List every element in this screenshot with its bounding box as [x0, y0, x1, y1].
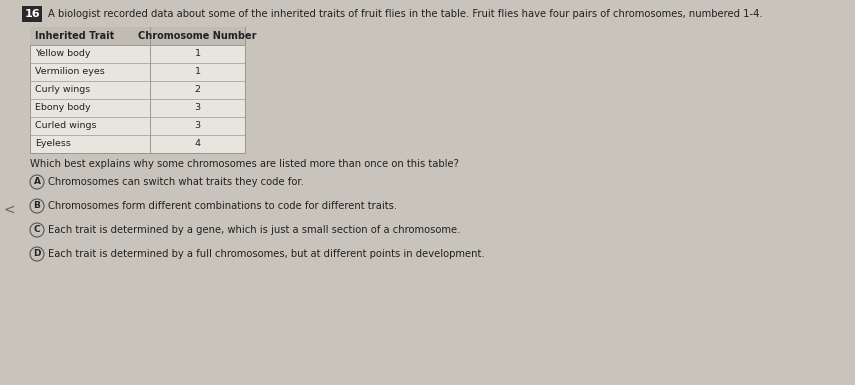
Bar — [30, 27, 245, 153]
Text: 3: 3 — [194, 104, 201, 112]
Text: 1: 1 — [194, 67, 201, 77]
Bar — [22, 6, 42, 22]
Text: Each trait is determined by a gene, which is just a small section of a chromosom: Each trait is determined by a gene, whic… — [48, 225, 460, 235]
Text: B: B — [33, 201, 40, 211]
Text: 1: 1 — [194, 50, 201, 59]
Text: Ebony body: Ebony body — [35, 104, 91, 112]
Text: Chromosome Number: Chromosome Number — [139, 31, 256, 41]
Text: Which best explains why some chromosomes are listed more than once on this table: Which best explains why some chromosomes… — [30, 159, 459, 169]
Text: Chromosomes can switch what traits they code for.: Chromosomes can switch what traits they … — [48, 177, 304, 187]
Text: Eyeless: Eyeless — [35, 139, 71, 149]
Text: D: D — [33, 249, 41, 258]
Text: <: < — [3, 203, 15, 217]
Text: A biologist recorded data about some of the inherited traits of fruit flies in t: A biologist recorded data about some of … — [48, 9, 763, 19]
Text: Chromosomes form different combinations to code for different traits.: Chromosomes form different combinations … — [48, 201, 397, 211]
Text: 2: 2 — [194, 85, 201, 94]
Text: Curly wings: Curly wings — [35, 85, 91, 94]
Bar — [30, 27, 245, 45]
Text: Inherited Trait: Inherited Trait — [35, 31, 115, 41]
Bar — [0, 0, 18, 385]
Text: Each trait is determined by a full chromosomes, but at different points in devel: Each trait is determined by a full chrom… — [48, 249, 485, 259]
Text: 4: 4 — [194, 139, 201, 149]
Text: 16: 16 — [24, 9, 40, 19]
Text: 3: 3 — [194, 122, 201, 131]
Text: Vermilion eyes: Vermilion eyes — [35, 67, 105, 77]
Text: Curled wings: Curled wings — [35, 122, 97, 131]
Text: A: A — [33, 177, 40, 186]
Text: C: C — [33, 226, 40, 234]
Text: Yellow body: Yellow body — [35, 50, 91, 59]
